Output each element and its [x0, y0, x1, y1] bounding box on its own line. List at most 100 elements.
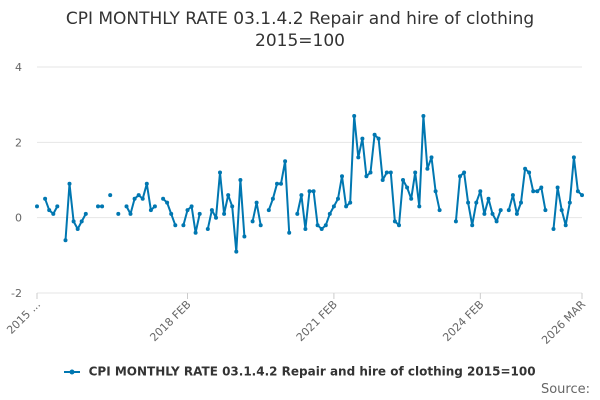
data-point[interactable]	[368, 170, 373, 175]
data-point[interactable]	[397, 223, 401, 228]
data-point[interactable]	[575, 189, 580, 194]
data-point[interactable]	[222, 211, 227, 216]
data-point[interactable]	[152, 204, 157, 209]
data-point[interactable]	[519, 200, 523, 205]
data-point[interactable]	[67, 181, 72, 186]
data-point[interactable]	[340, 174, 344, 179]
data-point[interactable]	[205, 227, 210, 231]
data-point[interactable]	[116, 211, 121, 216]
data-point[interactable]	[555, 185, 560, 190]
data-point[interactable]	[181, 223, 186, 228]
data-point[interactable]	[43, 196, 48, 201]
data-point[interactable]	[108, 193, 113, 198]
data-point[interactable]	[482, 211, 487, 216]
data-point[interactable]	[352, 114, 357, 118]
data-point[interactable]	[295, 211, 300, 216]
data-point[interactable]	[466, 200, 471, 205]
data-point[interactable]	[388, 170, 393, 175]
data-point[interactable]	[580, 193, 584, 198]
data-point[interactable]	[275, 181, 279, 186]
data-point[interactable]	[559, 208, 564, 213]
data-point[interactable]	[360, 136, 365, 141]
data-point[interactable]	[55, 204, 60, 209]
data-point[interactable]	[140, 196, 145, 201]
data-point[interactable]	[311, 189, 316, 194]
data-point[interactable]	[413, 170, 418, 175]
data-point[interactable]	[258, 223, 263, 228]
data-point[interactable]	[571, 155, 576, 160]
data-point[interactable]	[433, 189, 438, 194]
data-point[interactable]	[266, 208, 271, 213]
data-point[interactable]	[539, 185, 544, 190]
data-point[interactable]	[429, 155, 434, 160]
data-point[interactable]	[563, 223, 568, 228]
data-point[interactable]	[35, 204, 39, 209]
data-point[interactable]	[319, 227, 324, 231]
data-point[interactable]	[307, 189, 312, 194]
data-point[interactable]	[462, 170, 467, 175]
data-point[interactable]	[380, 178, 385, 182]
data-point[interactable]	[193, 230, 198, 235]
data-point[interactable]	[364, 174, 369, 179]
data-point[interactable]	[303, 227, 308, 231]
data-point[interactable]	[344, 204, 349, 209]
data-point[interactable]	[100, 204, 105, 209]
data-point[interactable]	[405, 185, 410, 190]
data-point[interactable]	[254, 200, 259, 205]
data-point[interactable]	[132, 196, 137, 201]
data-point[interactable]	[535, 189, 540, 194]
data-point[interactable]	[63, 238, 68, 243]
data-point[interactable]	[567, 200, 572, 205]
data-point[interactable]	[486, 196, 491, 201]
data-point[interactable]	[498, 208, 503, 213]
data-point[interactable]	[372, 132, 377, 137]
data-point[interactable]	[348, 200, 353, 205]
data-point[interactable]	[218, 170, 222, 175]
data-point[interactable]	[75, 227, 80, 231]
data-point[interactable]	[510, 193, 515, 198]
data-point[interactable]	[331, 204, 336, 209]
data-point[interactable]	[279, 181, 283, 186]
data-point[interactable]	[384, 170, 389, 175]
data-point[interactable]	[234, 249, 239, 254]
data-point[interactable]	[523, 166, 528, 171]
data-point[interactable]	[453, 219, 458, 224]
legend[interactable]: CPI MONTHLY RATE 03.1.4.2 Repair and hir…	[0, 364, 600, 379]
data-point[interactable]	[230, 204, 235, 209]
data-point[interactable]	[214, 215, 218, 220]
data-point[interactable]	[250, 219, 255, 224]
data-point[interactable]	[409, 196, 414, 201]
data-point[interactable]	[299, 193, 304, 198]
data-point[interactable]	[51, 211, 56, 216]
data-point[interactable]	[185, 208, 190, 213]
data-point[interactable]	[136, 193, 141, 198]
data-point[interactable]	[417, 204, 422, 209]
data-point[interactable]	[79, 219, 84, 224]
data-point[interactable]	[392, 219, 397, 224]
data-point[interactable]	[543, 208, 548, 213]
data-point[interactable]	[506, 208, 511, 213]
data-point[interactable]	[531, 189, 536, 194]
data-point[interactable]	[437, 208, 442, 213]
data-point[interactable]	[71, 219, 76, 224]
data-point[interactable]	[401, 178, 405, 182]
data-point[interactable]	[490, 211, 495, 216]
data-point[interactable]	[165, 200, 170, 205]
data-point[interactable]	[238, 178, 243, 182]
data-point[interactable]	[356, 155, 361, 160]
data-point[interactable]	[124, 204, 129, 209]
data-point[interactable]	[189, 204, 194, 209]
data-point[interactable]	[336, 196, 340, 201]
data-point[interactable]	[470, 223, 475, 228]
data-point[interactable]	[96, 204, 100, 209]
data-point[interactable]	[242, 234, 247, 239]
data-point[interactable]	[315, 223, 320, 228]
data-point[interactable]	[327, 211, 332, 216]
data-point[interactable]	[478, 189, 483, 194]
data-point[interactable]	[173, 223, 178, 228]
data-point[interactable]	[144, 181, 149, 186]
data-point[interactable]	[551, 227, 556, 231]
data-point[interactable]	[226, 193, 231, 198]
data-point[interactable]	[128, 211, 133, 216]
data-point[interactable]	[148, 208, 153, 213]
